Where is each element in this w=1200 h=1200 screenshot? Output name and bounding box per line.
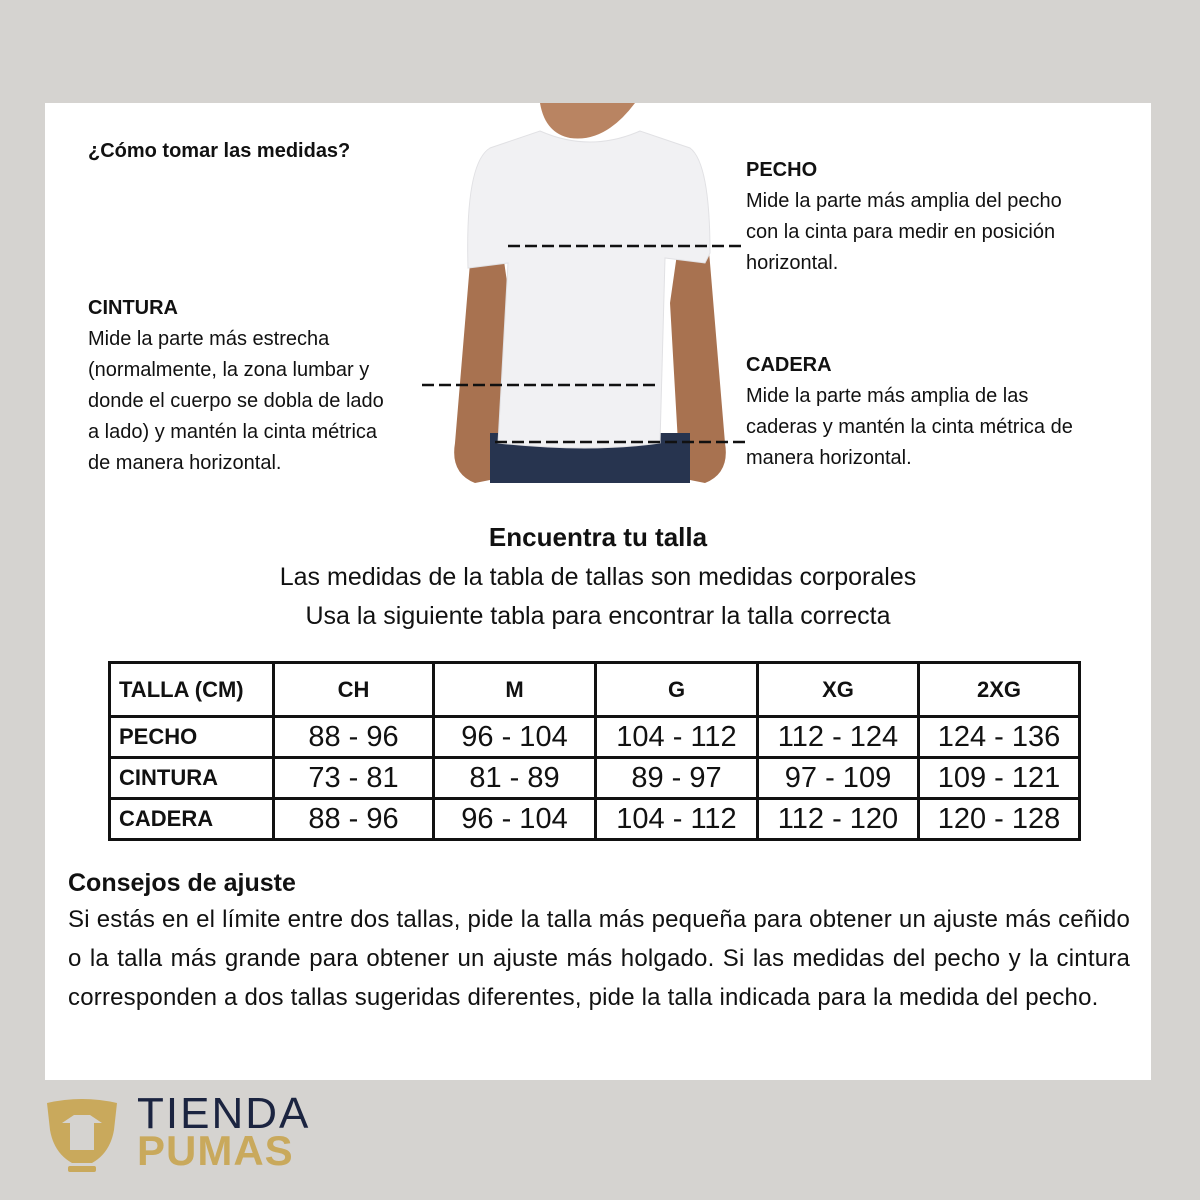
table-cell: 73 - 81 bbox=[272, 756, 435, 800]
table-cell: 112 - 120 bbox=[756, 797, 920, 841]
table-cell: 88 - 96 bbox=[272, 797, 435, 841]
cintura-line: donde el cuerpo se dobla de lado bbox=[88, 390, 384, 412]
cintura-block: CINTURA Mide la parte más estrecha (norm… bbox=[88, 293, 384, 479]
header-cell: G bbox=[594, 661, 759, 718]
pecho-line: horizontal. bbox=[746, 252, 839, 274]
cadera-block: CADERA Mide la parte más amplia de las c… bbox=[746, 350, 1073, 474]
fit-tips-text: Si estás en el límite entre dos tallas, … bbox=[68, 906, 1130, 1011]
table-cell: 96 - 104 bbox=[432, 715, 597, 759]
pecho-line: Mide la parte más amplia del pecho bbox=[746, 190, 1062, 212]
table-cell: 109 - 121 bbox=[917, 756, 1081, 800]
cadera-line: Mide la parte más amplia de las bbox=[746, 385, 1029, 407]
table-row: CINTURA 73 - 81 81 - 89 89 - 97 97 - 109… bbox=[108, 756, 1081, 800]
table-cell: 124 - 136 bbox=[917, 715, 1081, 759]
cintura-line: a lado) y mantén la cinta métrica bbox=[88, 421, 378, 443]
header-cell: M bbox=[432, 661, 597, 718]
cintura-line: (normalmente, la zona lumbar y bbox=[88, 359, 370, 381]
table-cell: 104 - 112 bbox=[594, 797, 759, 841]
header-cell: TALLA (CM) bbox=[108, 661, 275, 718]
table-row: PECHO 88 - 96 96 - 104 104 - 112 112 - 1… bbox=[108, 715, 1081, 759]
header-cell: 2XG bbox=[917, 661, 1081, 718]
size-table: TALLA (CM) CH M G XG 2XG PECHO 88 - 96 9… bbox=[108, 661, 1081, 841]
pecho-label: PECHO bbox=[746, 159, 818, 181]
model-tshirt-image bbox=[422, 103, 745, 483]
table-cell: 112 - 124 bbox=[756, 715, 920, 759]
fit-tips: Consejos de ajuste Si estás en el límite… bbox=[68, 866, 1130, 1017]
table-cell: 81 - 89 bbox=[432, 756, 597, 800]
pecho-line: con la cinta para medir en posición bbox=[746, 221, 1056, 243]
table-cell: 96 - 104 bbox=[432, 797, 597, 841]
row-label: CINTURA bbox=[108, 756, 275, 800]
cintura-line: de manera horizontal. bbox=[88, 452, 282, 474]
table-cell: 97 - 109 bbox=[756, 756, 920, 800]
cadera-label: CADERA bbox=[746, 354, 832, 376]
logo-line2: PUMAS bbox=[137, 1127, 294, 1174]
cintura-label: CINTURA bbox=[88, 297, 178, 319]
logo-line1: TIENDA bbox=[137, 1089, 311, 1138]
cadera-line: manera horizontal. bbox=[746, 447, 912, 469]
cadera-line: caderas y mantén la cinta métrica de bbox=[746, 416, 1073, 438]
find-size-title: Encuentra tu talla bbox=[488, 522, 708, 552]
table-row: CADERA 88 - 96 96 - 104 104 - 112 112 - … bbox=[108, 797, 1081, 841]
table-cell: 104 - 112 bbox=[594, 715, 759, 759]
cintura-line: Mide la parte más estrecha bbox=[88, 328, 330, 350]
table-cell: 88 - 96 bbox=[272, 715, 435, 759]
table-cell: 120 - 128 bbox=[917, 797, 1081, 841]
find-size-line2: Usa la siguiente tabla para encontrar la… bbox=[305, 602, 891, 630]
pecho-block: PECHO Mide la parte más amplia del pecho… bbox=[746, 155, 1062, 279]
find-size-line1: Las medidas de la tabla de tallas son me… bbox=[279, 563, 917, 591]
tienda-pumas-logo: TIENDA PUMAS bbox=[42, 1089, 342, 1175]
header-cell: CH bbox=[272, 661, 435, 718]
table-cell: 89 - 97 bbox=[594, 756, 759, 800]
fit-tips-title: Consejos de ajuste bbox=[68, 869, 296, 897]
header-cell: XG bbox=[756, 661, 920, 718]
pumas-logo-icon bbox=[47, 1099, 117, 1172]
row-label: CADERA bbox=[108, 797, 275, 841]
table-header-row: TALLA (CM) CH M G XG 2XG bbox=[108, 661, 1081, 718]
howto-title: ¿Cómo tomar las medidas? bbox=[88, 140, 351, 162]
row-label: PECHO bbox=[108, 715, 275, 759]
